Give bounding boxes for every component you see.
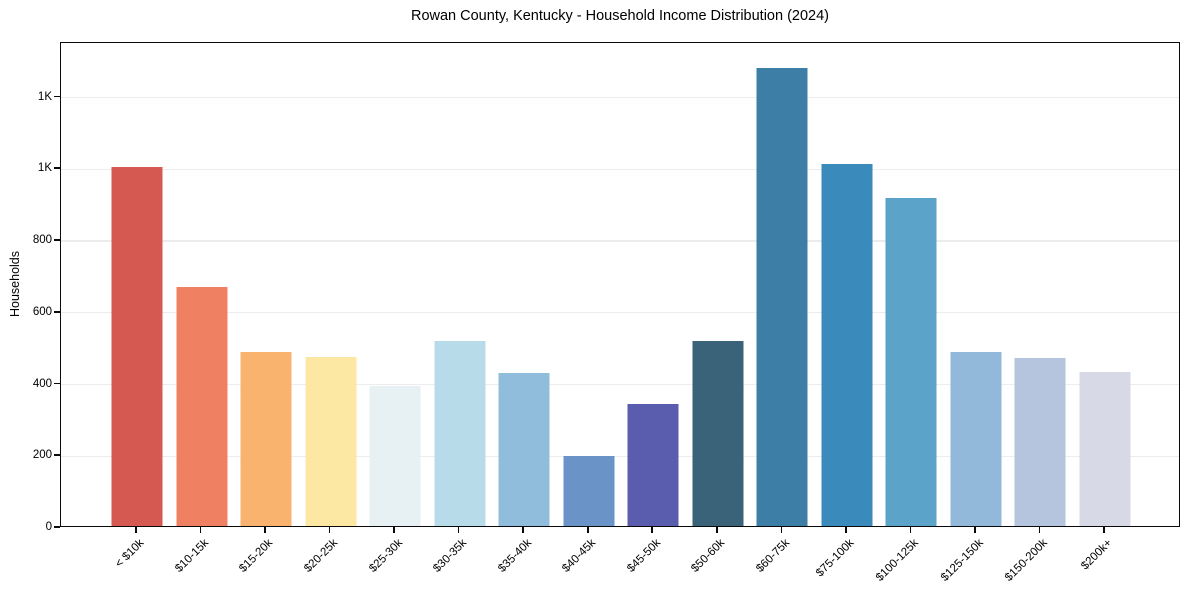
x-tick-mark	[199, 527, 202, 533]
gridline	[61, 455, 1179, 457]
gridline	[61, 96, 1179, 99]
bar-100-125k	[885, 197, 937, 526]
x-tick-label: $125-150k	[938, 537, 986, 584]
x-tick-mark	[715, 527, 718, 533]
bar-45-50k	[627, 404, 679, 526]
x-tick-label: $10-15k	[173, 537, 212, 575]
bar-25-30k	[369, 386, 421, 526]
x-tick-label: $20-25k	[302, 537, 341, 575]
bar-60-75k	[756, 67, 808, 526]
x-tick-label: $60-75k	[753, 537, 792, 575]
x-tick-mark	[264, 527, 266, 533]
y-tick-mark	[54, 95, 60, 98]
x-tick-mark	[328, 527, 331, 533]
x-tick-label: $45-50k	[624, 537, 663, 575]
y-tick-label: 800	[32, 234, 52, 247]
bar-35-40k	[498, 373, 550, 526]
y-tick-mark	[54, 167, 60, 170]
bar-40-45k	[563, 455, 615, 526]
x-tick-label: $30-35k	[431, 537, 470, 575]
x-tick-label: $25-30k	[366, 537, 405, 575]
y-tick-label: 600	[32, 305, 52, 318]
bar-125-150k	[950, 352, 1002, 526]
y-tick-label: 400	[32, 377, 52, 390]
gridline	[61, 383, 1179, 386]
x-tick-label: $100-125k	[873, 537, 921, 584]
x-tick-mark	[974, 527, 976, 533]
x-tick-mark	[393, 527, 395, 533]
bar-10k	[111, 167, 163, 526]
x-tick-mark	[845, 527, 847, 533]
x-tick-label: < $10k	[113, 537, 147, 571]
x-tick-mark	[1103, 527, 1105, 533]
x-tick-mark	[909, 527, 912, 533]
x-tick-mark	[135, 527, 137, 533]
y-tick-mark	[54, 382, 60, 385]
x-tick-label: $50-60k	[689, 537, 728, 575]
y-tick-label: 0	[45, 521, 52, 533]
y-tick-label: 200	[32, 449, 52, 462]
x-tick-mark	[457, 527, 460, 533]
bar-30-35k	[434, 340, 486, 526]
gridline	[61, 240, 1179, 242]
bar-20-25k	[305, 356, 357, 526]
y-tick-label: 1K	[37, 90, 52, 103]
x-tick-label: $15-20k	[237, 537, 276, 575]
x-tick-mark	[522, 527, 524, 533]
x-tick-mark	[651, 527, 654, 533]
x-tick-label: $40-45k	[560, 537, 599, 575]
y-tick-mark	[54, 239, 60, 241]
bar-75-100k	[821, 164, 873, 526]
y-tick-mark	[54, 454, 60, 457]
bar-10-15k	[176, 287, 228, 526]
gridline	[61, 312, 1179, 314]
x-tick-mark	[586, 527, 589, 533]
bar-50-60k	[692, 340, 744, 526]
x-tick-label: $35-40k	[495, 537, 534, 575]
x-tick-label: $75-100k	[813, 537, 857, 580]
x-tick-mark	[1038, 527, 1041, 533]
x-tick-label: $150-200k	[1002, 537, 1050, 584]
y-tick-mark	[54, 526, 60, 528]
bar-15-20k	[240, 352, 292, 526]
y-tick-mark	[54, 310, 60, 313]
bar-150-200k	[1014, 358, 1066, 526]
y-tick-label: 1K	[37, 162, 52, 175]
chart-title: Rowan County, Kentucky - Household Incom…	[410, 8, 830, 24]
bar-200k	[1079, 372, 1131, 526]
gridline	[61, 168, 1179, 170]
x-tick-label: $200k+	[1079, 537, 1115, 573]
x-tick-mark	[780, 527, 783, 533]
plot-area	[60, 42, 1180, 527]
